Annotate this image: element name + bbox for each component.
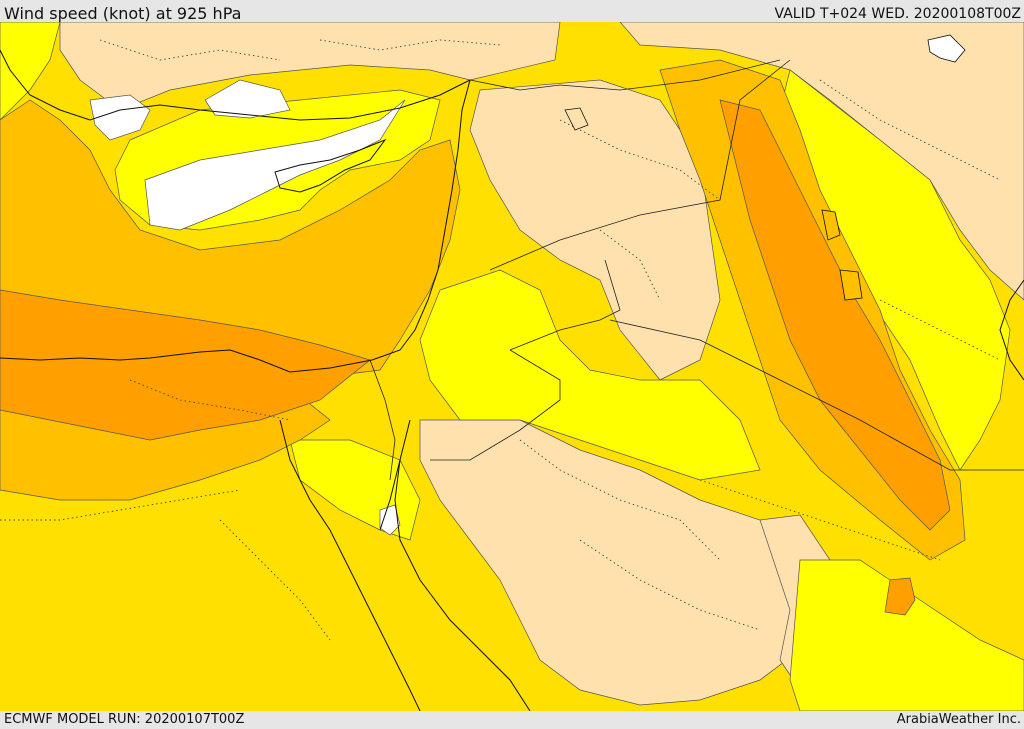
coastline-turkey bbox=[0, 49, 471, 121]
coastline-cyprus bbox=[274, 138, 387, 193]
border-iraq-saudi bbox=[609, 319, 1024, 471]
coastline-gulf-aqaba bbox=[379, 419, 411, 531]
map-title: Wind speed (knot) at 925 hPa bbox=[4, 4, 242, 23]
model-run: ECMWF MODEL RUN: 20200107T00Z bbox=[4, 712, 245, 727]
lake-iraq-east bbox=[821, 209, 841, 241]
bottom-bar: ECMWF MODEL RUN: 20200107T00Z ArabiaWeat… bbox=[0, 711, 1024, 729]
white-zone-north bbox=[204, 79, 291, 119]
tan-zone-north bbox=[59, 22, 561, 111]
wind-speed-map bbox=[0, 22, 1024, 711]
dotted-admin-lines bbox=[0, 39, 1001, 641]
light-yellow-zone-levant bbox=[419, 269, 761, 481]
coastline-arabia bbox=[394, 459, 531, 711]
border-jordan-saudi bbox=[430, 349, 561, 461]
tan-zone-south bbox=[419, 419, 821, 706]
lake-tharthar bbox=[564, 107, 589, 131]
coastline-east bbox=[999, 279, 1024, 381]
orange-zone-iraq bbox=[719, 99, 951, 531]
white-zone-aqaba bbox=[379, 504, 401, 536]
lake-iraq-south bbox=[839, 269, 863, 301]
orange-blob-east bbox=[884, 577, 916, 616]
valid-time: VALID T+024 WED. 20200108T00Z bbox=[774, 6, 1021, 22]
border-egypt-israel bbox=[369, 359, 396, 481]
white-zone-west bbox=[89, 94, 151, 141]
credit: ArabiaWeather Inc. bbox=[896, 712, 1021, 727]
light-yellow-zone-west bbox=[0, 22, 61, 121]
top-bar: Wind speed (knot) at 925 hPa VALID T+024… bbox=[0, 0, 1024, 23]
border-jordan-iraq bbox=[509, 259, 621, 351]
coastline-levant bbox=[0, 79, 471, 373]
lake-van bbox=[927, 34, 966, 63]
light-yellow-zone-south bbox=[789, 559, 1024, 711]
coastline-red-sea bbox=[279, 419, 421, 711]
border-turkey-syria bbox=[469, 59, 781, 91]
orange-zone-mediterranean bbox=[0, 289, 371, 441]
